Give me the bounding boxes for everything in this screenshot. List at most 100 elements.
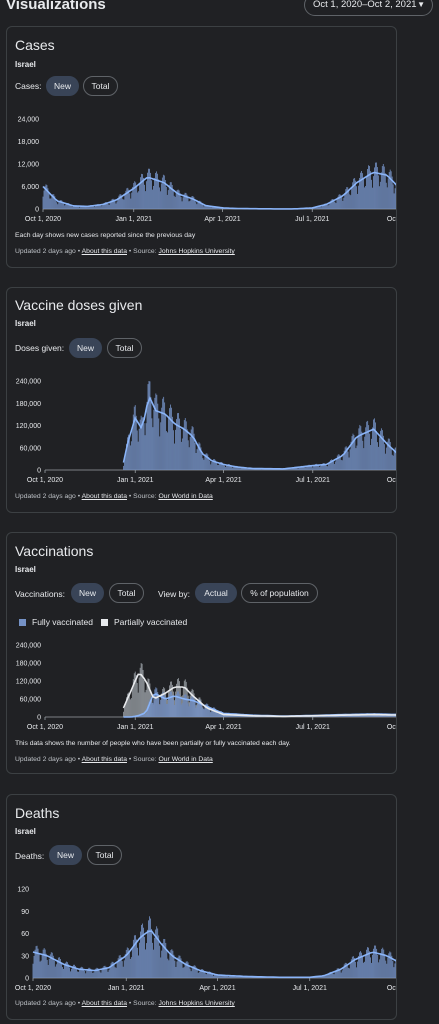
chart-bar <box>128 189 130 209</box>
chart-bar <box>51 952 53 978</box>
chart-bar <box>325 464 326 470</box>
chart-bar <box>219 975 220 978</box>
chart-bar <box>202 969 204 978</box>
chart-bar <box>66 203 68 209</box>
chart-bar <box>141 173 143 209</box>
chart-bar <box>186 698 188 717</box>
chart-bar <box>219 463 220 470</box>
chart-bar <box>172 189 174 209</box>
date-range-dropdown[interactable]: Oct 1, 2020–Oct 2, 2021 ▼ <box>304 0 433 16</box>
chart-bar <box>55 199 57 209</box>
y-tick-label: 24,000 <box>18 117 40 124</box>
source-link[interactable]: Johns Hopkins University <box>158 1000 235 1007</box>
chart-bar <box>124 459 125 470</box>
x-tick-label: Oct 1, 202 <box>387 216 396 223</box>
chart-bar <box>211 972 212 978</box>
chart-bar <box>188 965 190 978</box>
about-data-link[interactable]: About this data <box>81 1000 127 1007</box>
chart-bar <box>218 712 219 717</box>
chart-bar <box>309 464 311 470</box>
chart-bar <box>175 966 177 978</box>
chart-bar <box>43 948 45 978</box>
chart-bar <box>138 191 140 209</box>
chart-bar <box>195 967 197 978</box>
chart-bar <box>391 454 393 470</box>
new-button[interactable]: New <box>69 338 102 358</box>
chart-bar <box>154 937 156 978</box>
chart-bar <box>138 715 140 717</box>
chart-bar <box>177 413 179 470</box>
source-link[interactable]: Our World in Data <box>158 493 213 500</box>
chart-bar <box>139 714 141 717</box>
new-button[interactable]: New <box>46 76 79 96</box>
chart-bar <box>162 174 164 209</box>
chart-bar <box>135 182 137 209</box>
chart-bar <box>180 197 182 209</box>
chart-bar <box>221 461 222 470</box>
percent-population-button[interactable]: % of population <box>241 583 318 603</box>
chart-bar <box>395 959 396 978</box>
chart-bar <box>356 715 358 717</box>
total-button[interactable]: Total <box>83 76 118 96</box>
source-link[interactable]: Johns Hopkins University <box>158 248 235 255</box>
total-button[interactable]: Total <box>107 338 142 358</box>
chart-bar <box>215 460 217 470</box>
chart-bar <box>356 186 358 209</box>
chart-bar <box>206 972 208 978</box>
chart-bar <box>138 955 139 978</box>
chart-bar <box>136 682 138 717</box>
chart-bar <box>240 467 242 470</box>
chart-bar <box>185 961 187 978</box>
chart-bar <box>151 702 153 717</box>
chart-bar <box>185 695 187 717</box>
chart-bar <box>379 959 381 978</box>
chart-bar <box>70 204 72 209</box>
chart-bar <box>174 443 175 470</box>
y-tick-label: 0 <box>37 468 41 475</box>
chart-bar <box>345 962 347 978</box>
new-button[interactable]: New <box>71 583 104 603</box>
chart-bar <box>181 438 183 470</box>
source-link[interactable]: Our World in Data <box>158 756 213 763</box>
chart-bar <box>223 974 224 978</box>
about-data-link[interactable]: About this data <box>81 248 127 255</box>
chart-bar <box>56 960 58 978</box>
chart-bar <box>134 935 136 978</box>
chart-bar <box>196 705 198 717</box>
chart-bar <box>381 948 383 978</box>
new-button[interactable]: New <box>49 845 82 865</box>
total-button[interactable]: Total <box>109 583 144 603</box>
about-data-link[interactable]: About this data <box>81 493 127 500</box>
chart-bar <box>114 967 116 978</box>
chart-bar <box>182 967 184 978</box>
actual-button[interactable]: Actual <box>195 583 237 603</box>
updated-line: Updated 2 days ago • About this data • S… <box>15 248 235 255</box>
about-data-link[interactable]: About this data <box>81 756 127 763</box>
chart-bar <box>333 199 335 209</box>
chart-bar <box>364 436 366 470</box>
total-button[interactable]: Total <box>87 845 122 865</box>
chart-bar <box>383 949 385 978</box>
chart-bar <box>33 955 35 978</box>
chart-bar <box>162 692 164 717</box>
toggle-label: Cases: <box>15 81 42 91</box>
chart-bar <box>375 422 376 470</box>
chart-bar <box>214 974 215 978</box>
chart-bar <box>344 962 346 978</box>
chart-bar <box>394 188 396 209</box>
chart-bar <box>332 198 334 209</box>
chart-bar <box>362 956 363 978</box>
x-tick-label: Apr 1, 2021 <box>199 985 235 992</box>
chart-bar <box>335 969 337 978</box>
chart-bar <box>197 444 199 470</box>
chart-bar <box>213 707 215 717</box>
chart-bar <box>320 207 322 209</box>
chart-bar <box>165 942 167 978</box>
chart-bar <box>151 928 153 978</box>
chart-bar <box>47 964 49 978</box>
chart-bar <box>80 967 82 978</box>
chart-bar <box>239 715 241 717</box>
chart-bar <box>343 197 345 209</box>
chart-bar <box>322 204 324 209</box>
chart-bar <box>122 966 124 978</box>
